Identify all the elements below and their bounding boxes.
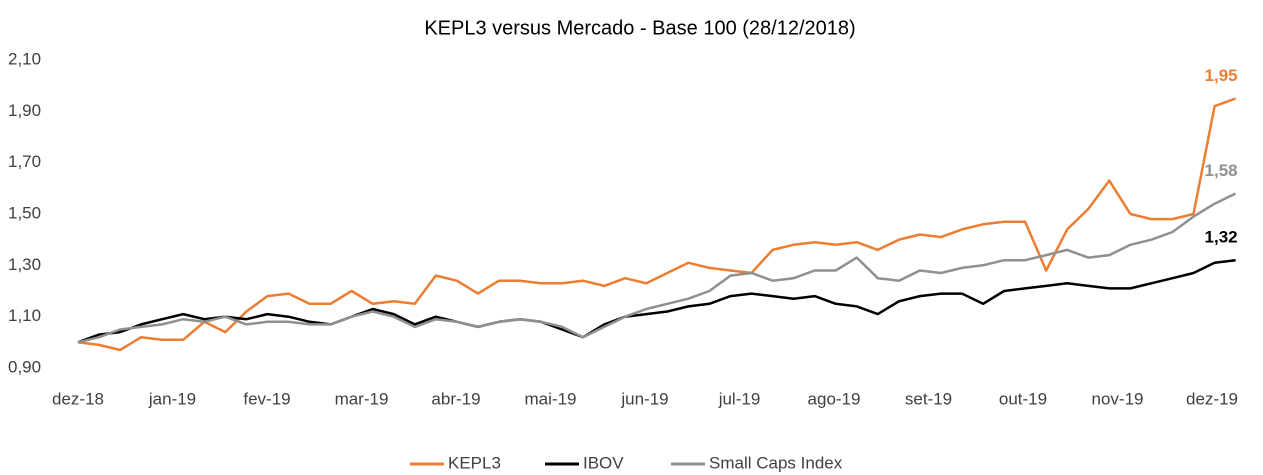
x-tick-label: ago-19 [808, 389, 861, 408]
x-tick-label: jan-19 [148, 389, 196, 408]
x-tick-label: mar-19 [335, 389, 389, 408]
x-tick-label: dez-19 [1186, 389, 1238, 408]
legend-label: IBOV [583, 453, 624, 472]
y-tick-label: 2,10 [8, 49, 41, 68]
y-tick-label: 1,50 [8, 203, 41, 222]
series-line [77, 192, 1237, 344]
x-tick-label: out-19 [999, 389, 1047, 408]
x-tick-label: abr-19 [431, 389, 480, 408]
x-tick-label: mai-19 [525, 389, 577, 408]
x-tick-label: fev-19 [243, 389, 290, 408]
y-tick-label: 1,10 [8, 306, 41, 325]
end-label: 1,58 [1205, 161, 1238, 180]
y-tick-label: 1,90 [8, 101, 41, 120]
x-tick-label: jul-19 [718, 389, 761, 408]
legend-label: Small Caps Index [709, 453, 843, 472]
end-label: 1,95 [1205, 66, 1238, 85]
x-tick-label: dez-18 [52, 389, 104, 408]
x-tick-label: jun-19 [620, 389, 668, 408]
series-line [77, 258, 1236, 344]
series-line [77, 97, 1237, 352]
legend-label: KEPL3 [448, 453, 501, 472]
y-tick-label: 1,30 [8, 255, 41, 274]
x-tick-label: set-19 [905, 389, 952, 408]
end-label: 1,32 [1205, 228, 1238, 247]
y-tick-label: 0,90 [8, 357, 41, 376]
x-tick-label: nov-19 [1092, 389, 1144, 408]
chart-title: KEPL3 versus Mercado - Base 100 (28/12/2… [424, 17, 855, 39]
y-tick-label: 1,70 [8, 152, 41, 171]
